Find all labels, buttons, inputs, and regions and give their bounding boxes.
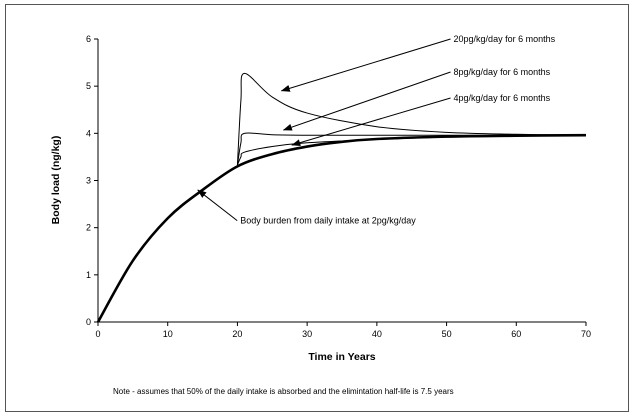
series-4pg-line	[236, 134, 587, 166]
annotation-label: 20pg/kg/day for 6 months	[454, 34, 556, 44]
annotation-label: 8pg/kg/day for 6 months	[454, 67, 551, 77]
series-20pg-line	[236, 72, 587, 165]
y-tick-label: 1	[86, 270, 91, 280]
chart-frame: 0 10 20 30 40 50 60 70 0 1 2 3 4 5 6 20pg/kg/day for 6…	[5, 4, 629, 412]
axes: 0 10 20 30 40 50 60 70 0 1 2 3 4 5 6	[86, 34, 591, 339]
annotation-label: 4pg/kg/day for 6 months	[454, 93, 551, 103]
y-tick-label: 4	[86, 128, 91, 138]
x-axis-title: Time in Years	[308, 351, 375, 363]
annotation-label: Body burden from daily intake at 2pg/kg/…	[240, 216, 416, 226]
y-tick-label: 6	[86, 34, 91, 44]
baseline-series-line	[96, 133, 587, 323]
x-tick-label: 70	[581, 329, 591, 339]
x-tick-label: 0	[95, 329, 100, 339]
series-8pg-line	[236, 132, 586, 166]
y-tick-label: 5	[86, 81, 91, 91]
annotation-arrow	[197, 189, 238, 221]
x-tick-label: 50	[442, 329, 452, 339]
x-tick-label: 60	[511, 329, 521, 339]
y-tick-label: 3	[86, 176, 91, 186]
footnote: Note - assumes that 50% of the daily int…	[113, 387, 454, 396]
x-tick-label: 20	[232, 329, 242, 339]
annotations: 20pg/kg/day for 6 months 8pg/kg/day for 6…	[197, 34, 556, 226]
body-load-chart: 0 10 20 30 40 50 60 70 0 1 2 3 4 5 6 20pg/kg/day for 6…	[50, 34, 591, 396]
annotation-arrow	[280, 38, 451, 92]
annotation-arrow	[282, 71, 451, 131]
y-tick-label: 0	[86, 317, 91, 327]
y-axis-title: Body load (ng/kg)	[50, 136, 62, 225]
x-tick-label: 40	[372, 329, 382, 339]
series-group	[96, 72, 587, 323]
annotation-arrow	[291, 97, 451, 147]
x-tick-label: 10	[163, 329, 173, 339]
x-tick-label: 30	[302, 329, 312, 339]
y-tick-label: 2	[86, 223, 91, 233]
